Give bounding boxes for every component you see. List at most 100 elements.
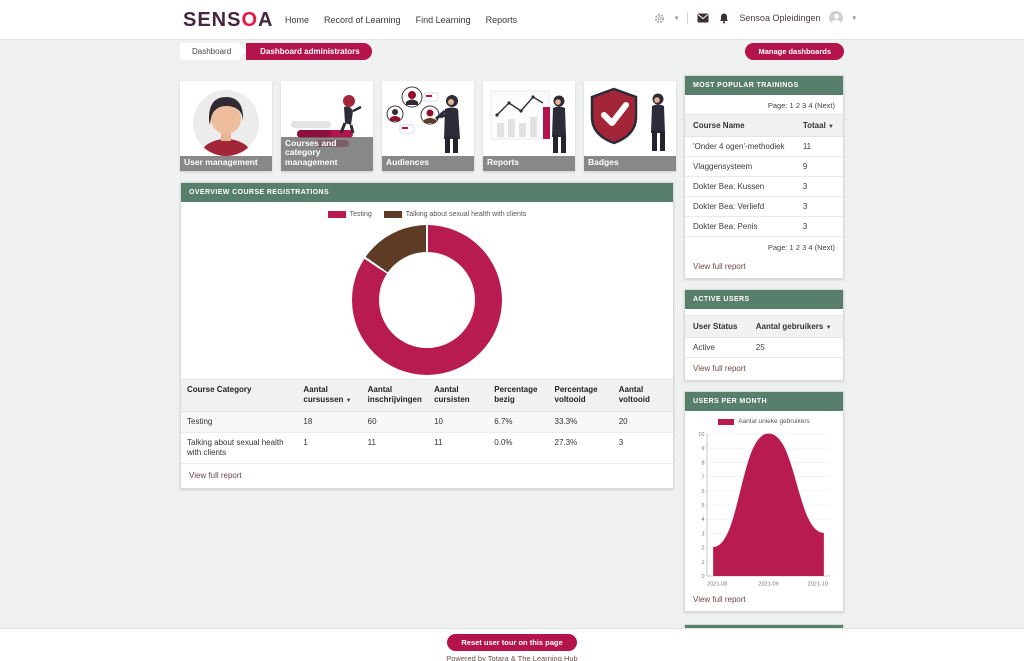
- view-full-report-link[interactable]: View full report: [693, 262, 746, 271]
- course-registrations-table: Course Category Aantal cursussen ▼ Aanta…: [181, 379, 673, 464]
- legend-label: Talking about sexual health with clients: [405, 211, 527, 218]
- audiences-illustration: [382, 81, 474, 171]
- gear-caret-icon[interactable]: ▾: [674, 15, 679, 22]
- card-courses-category-management[interactable]: Courses and category management: [281, 81, 373, 171]
- col-aantal-gebruikers[interactable]: Aantal gebruikers ▼: [747, 315, 843, 338]
- svg-text:5: 5: [701, 503, 704, 509]
- user-name[interactable]: Sensoa Opleidingen: [739, 13, 821, 23]
- top-navbar: SENSOA Home Record of Learning Find Lear…: [0, 0, 1024, 40]
- svg-text:6: 6: [701, 489, 704, 495]
- col-user-status[interactable]: User Status: [685, 315, 748, 338]
- nav-item-reports[interactable]: Reports: [485, 15, 518, 25]
- manage-dashboards-button[interactable]: Manage dashboards: [745, 43, 844, 60]
- panel-title: Most Popular Trainings: [685, 76, 843, 95]
- user-management-illustration: [180, 81, 272, 171]
- svg-text:3: 3: [701, 531, 704, 537]
- pagination-bottom[interactable]: Page: 1 2 3 4 (Next): [767, 243, 835, 252]
- nav-item-record-of-learning[interactable]: Record of Learning: [324, 15, 401, 25]
- panel-title: Overview Course Registrations: [181, 183, 673, 202]
- user-avatar[interactable]: [829, 11, 844, 25]
- legend-swatch-crimson: [327, 211, 346, 218]
- col-aantal-inschrijvingen[interactable]: Aantal inschrijvingen: [361, 379, 429, 412]
- svg-text:10: 10: [698, 432, 704, 438]
- card-reports[interactable]: Reports: [483, 81, 575, 171]
- breadcrumb-row: Dashboard Dashboard administrators Manag…: [180, 43, 844, 61]
- table-row: Vlaggensysteem 9: [685, 156, 843, 177]
- page-footer: Reset user tour on this page Powered by …: [0, 628, 1024, 661]
- legend-item-testing: Testing: [327, 211, 372, 218]
- sidebar: Most Popular Trainings Page: 1 2 3 4 (Ne…: [684, 75, 844, 661]
- gear-icon[interactable]: [654, 12, 666, 24]
- col-aantal-cursisten[interactable]: Aantal cursisten: [428, 379, 489, 412]
- col-totaal[interactable]: Totaal ▼: [794, 114, 843, 137]
- sensoa-logo[interactable]: SENSOA: [183, 9, 273, 32]
- svg-text:2: 2: [701, 546, 704, 552]
- panel-title: Users per Month: [685, 392, 843, 411]
- svg-text:8: 8: [701, 460, 704, 466]
- powered-by-text: Powered by Totara & The Learning Hub: [446, 654, 578, 661]
- donut-legend: Testing Talking about sexual health with…: [181, 211, 673, 218]
- card-audiences[interactable]: Audiences: [382, 81, 474, 171]
- legend-swatch-crimson: [718, 418, 735, 425]
- view-full-report-link[interactable]: View full report: [693, 595, 746, 604]
- divider: [687, 12, 689, 24]
- svg-text:1: 1: [701, 560, 704, 566]
- table-row: Dokter Bea: Penis 3: [685, 216, 843, 237]
- view-full-report-link[interactable]: View full report: [189, 470, 242, 480]
- card-label: Audiences: [382, 156, 474, 171]
- logo-text-2: A: [258, 9, 274, 31]
- card-badges[interactable]: Badges: [584, 81, 676, 171]
- user-menu-caret-icon[interactable]: ▾: [852, 15, 856, 22]
- svg-text:2021-10: 2021-10: [808, 582, 828, 588]
- table-row: Testing 18 60 10 6.7% 33.3% 20: [181, 411, 673, 433]
- sort-desc-icon: ▼: [345, 398, 352, 404]
- panel-title: Active Users: [685, 290, 843, 309]
- sort-desc-icon: ▼: [828, 124, 834, 130]
- legend-label: Aantal unieke gebruikers: [738, 418, 810, 425]
- col-aantal-cursussen[interactable]: Aantal cursussen ▼: [297, 379, 362, 412]
- card-label: User management: [180, 156, 272, 171]
- most-popular-trainings-panel: Most Popular Trainings Page: 1 2 3 4 (Ne…: [684, 75, 844, 279]
- active-users-panel: Active Users User Status Aantal gebruike…: [684, 289, 844, 381]
- users-per-month-chart: 0 1 2 3 4 5 6 7 8 9 10 2021-08 2021-09 2021-10: [685, 427, 843, 589]
- table-row: 'Onder 4 ogen'-methodiek 11: [685, 136, 843, 157]
- col-percentage-bezig[interactable]: Percentage bezig: [488, 379, 549, 412]
- messages-icon[interactable]: [697, 12, 709, 24]
- pagination-top[interactable]: Page: 1 2 3 4 (Next): [767, 101, 835, 110]
- sort-desc-icon: ▼: [825, 325, 832, 331]
- navbar-right: ▾ Sensoa Opleidingen ▾: [654, 11, 856, 25]
- users-per-month-panel: Users per Month Aantal unieke gebruikers…: [684, 391, 844, 612]
- notifications-bell-icon[interactable]: [718, 12, 730, 24]
- col-course-name[interactable]: Course Name: [685, 114, 795, 137]
- area-chart-legend: Aantal unieke gebruikers: [685, 418, 843, 425]
- card-label: Courses and category management: [281, 136, 373, 171]
- svg-text:2021-08: 2021-08: [707, 582, 727, 588]
- legend-item-talking: Talking about sexual health with clients: [383, 211, 527, 218]
- overview-course-registrations-panel: Overview Course Registrations Testing Ta…: [180, 182, 674, 489]
- table-row: Dokter Bea: Kussen 3: [685, 176, 843, 197]
- badges-illustration: [584, 81, 676, 171]
- card-label: Reports: [483, 156, 575, 171]
- table-row: Dokter Bea: Verliefd 3: [685, 196, 843, 217]
- nav-item-find-learning[interactable]: Find Learning: [415, 15, 471, 25]
- reset-user-tour-button[interactable]: Reset user tour on this page: [447, 634, 577, 651]
- legend-label: Testing: [349, 211, 372, 218]
- col-percentage-voltooid[interactable]: Percentage voltooid: [548, 379, 613, 412]
- breadcrumb-dashboard[interactable]: Dashboard: [180, 43, 247, 60]
- donut-hole: [379, 252, 475, 348]
- card-user-management[interactable]: User management: [180, 81, 272, 171]
- view-full-report-link[interactable]: View full report: [693, 364, 746, 373]
- col-aantal-voltooid[interactable]: Aantal voltooid: [612, 379, 673, 412]
- admin-cards-row: User management Courses and category man…: [180, 81, 676, 171]
- table-row: Talking about sexual health with clients…: [181, 432, 673, 464]
- legend-swatch-brown: [383, 211, 402, 218]
- logo-o: O: [241, 9, 259, 31]
- nav-item-home[interactable]: Home: [285, 15, 310, 25]
- svg-text:2021-09: 2021-09: [758, 582, 778, 588]
- logo-text: SENS: [183, 9, 242, 31]
- breadcrumb: Dashboard Dashboard administrators: [180, 43, 844, 60]
- breadcrumb-dashboard-administrators[interactable]: Dashboard administrators: [246, 43, 372, 60]
- col-course-category[interactable]: Course Category: [181, 379, 298, 412]
- card-label: Badges: [584, 156, 676, 171]
- svg-text:7: 7: [701, 475, 704, 481]
